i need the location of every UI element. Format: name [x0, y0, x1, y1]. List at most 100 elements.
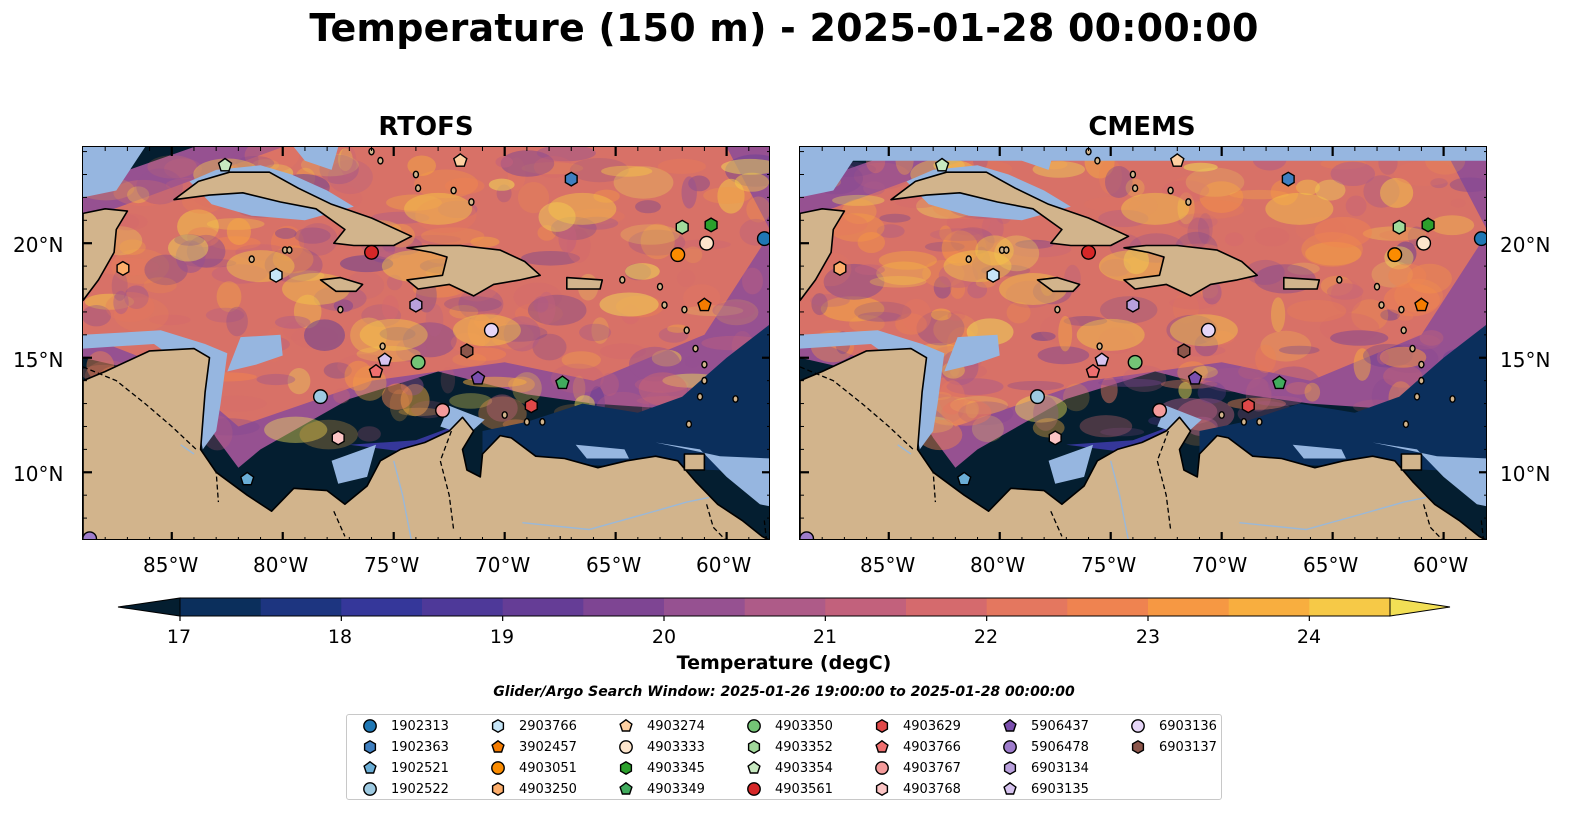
legend-label: 4903629: [903, 718, 961, 734]
float-marker-4903250-cmems: [833, 260, 847, 277]
lon-tick-70w-right: 70°W: [1192, 553, 1248, 577]
legend-item-4903766: 4903766: [873, 737, 961, 757]
legend-label: 6903137: [1159, 739, 1217, 755]
float-marker-4903767-cmems: [1152, 402, 1168, 418]
legend-marker-pentagon: [363, 760, 377, 774]
float-marker-4903354-cmems: [934, 157, 950, 172]
lon-tick-85w-right: 85°W: [860, 553, 916, 577]
lat-tick-20n-right: 20°N: [1500, 233, 1551, 257]
legend-item-1902522: 1902522: [361, 779, 449, 799]
legend-marker-hexagon: [747, 739, 761, 755]
lon-tick-65w-right: 65°W: [1303, 553, 1359, 577]
legend-label: 1902313: [391, 718, 449, 734]
lon-tick-80w-left: 80°W: [253, 553, 309, 577]
lon-tick-80w-right: 80°W: [970, 553, 1026, 577]
float-marker-4903274-cmems: [1169, 153, 1185, 167]
colorbar-segment: [744, 598, 826, 616]
float-marker-4903561-rtofs: [364, 244, 380, 260]
float-marker-4903333-rtofs: [699, 235, 715, 251]
colorbar-segment: [341, 598, 423, 616]
legend-label: 1902521: [391, 760, 449, 776]
colorbar-tick-18: 18: [327, 626, 353, 648]
panel-title-cmems: CMEMS: [1088, 112, 1196, 142]
colorbar-tick-22: 22: [973, 626, 999, 648]
float-marker-4903345-cmems: [1421, 217, 1435, 233]
island-hispaniola: [1123, 244, 1259, 297]
legend-item-5906478: 5906478: [1001, 737, 1089, 757]
legend-marker-pentagon: [619, 781, 633, 795]
legend-item-4903767: 4903767: [873, 758, 961, 778]
float-marker-4903274-rtofs: [452, 153, 468, 167]
colorbar-tick-17: 17: [166, 626, 192, 648]
float-marker-1902363-rtofs: [564, 171, 578, 187]
legend-label: 6903136: [1159, 718, 1217, 734]
legend-item-4903354: 4903354: [745, 758, 833, 778]
float-marker-5906437-rtofs: [470, 370, 486, 385]
colorbar-segment: [906, 598, 988, 616]
lon-tick-60w-right: 60°W: [1413, 553, 1469, 577]
lon-tick-75w-right: 75°W: [1081, 553, 1137, 577]
legend-item-1902363: 1902363: [361, 737, 449, 757]
float-marker-4903051-cmems: [1387, 247, 1403, 263]
legend-item-4903051: 4903051: [489, 758, 577, 778]
legend-marker-circle: [363, 719, 377, 733]
legend-marker-circle: [1131, 719, 1145, 733]
legend-label: 6903135: [1031, 781, 1089, 797]
float-marker-1902521-rtofs: [239, 471, 255, 486]
colorbar-segment: [1228, 598, 1310, 616]
legend-marker-pentagon: [491, 739, 505, 753]
float-marker-6903137-cmems: [1177, 343, 1191, 359]
float-marker-4903629-rtofs: [524, 398, 538, 414]
float-marker-3902457-rtofs: [697, 297, 712, 312]
legend-label: 1902363: [391, 739, 449, 755]
panel-title-rtofs: RTOFS: [378, 112, 474, 142]
float-marker-5906437-cmems: [1187, 370, 1203, 385]
legend-item-3902457: 3902457: [489, 737, 577, 757]
lat-tick-15n-left: 15°N: [13, 348, 64, 372]
legend-marker-pentagon: [747, 760, 761, 774]
legend-item-1902313: 1902313: [361, 716, 449, 736]
legend-label: 5906437: [1031, 718, 1089, 734]
lon-tick-75w-left: 75°W: [364, 553, 420, 577]
legend-label: 4903333: [647, 739, 705, 755]
legend-item-4903768: 4903768: [873, 779, 961, 799]
float-marker-4903354-rtofs: [217, 157, 233, 172]
colorbar-segment: [422, 598, 504, 616]
legend-marker-circle: [875, 761, 889, 775]
figure-title: Temperature (150 m) - 2025-01-28 00:00:0…: [309, 6, 1259, 50]
legend-item-1902521: 1902521: [361, 758, 449, 778]
legend-marker-hexagon: [875, 718, 889, 734]
float-marker-6903134-cmems: [1126, 297, 1140, 313]
float-marker-6903136-rtofs: [483, 322, 499, 338]
float-marker-1902313-rtofs: [756, 231, 769, 247]
float-marker-4903349-rtofs: [555, 375, 570, 390]
legend-item-6903136: 6903136: [1129, 716, 1217, 736]
legend-label: 4903766: [903, 739, 961, 755]
legend-label: 5906478: [1031, 739, 1089, 755]
island-cuba: [173, 171, 413, 247]
float-marker-1902522-cmems: [1029, 389, 1045, 405]
legend-item-6903134: 6903134: [1001, 758, 1089, 778]
legend-item-5906437: 5906437: [1001, 716, 1089, 736]
legend-label: 4903051: [519, 760, 577, 776]
lat-tick-10n-right: 10°N: [1500, 462, 1551, 486]
colorbar-segment: [583, 598, 665, 616]
legend-item-4903350: 4903350: [745, 716, 833, 736]
colorbar-tick-20: 20: [651, 626, 677, 648]
legend-marker-circle: [491, 761, 505, 775]
legend-label: 3902457: [519, 739, 577, 755]
island-puerto-rico: [565, 276, 604, 290]
legend-marker-pentagon: [875, 739, 889, 753]
float-marker-1902363-cmems: [1281, 171, 1295, 187]
legend-label: 4903345: [647, 760, 705, 776]
float-marker-6903137-rtofs: [460, 343, 474, 359]
legend-label: 6903134: [1031, 760, 1089, 776]
float-marker-4903350-cmems: [1127, 354, 1143, 370]
legend-label: 4903250: [519, 781, 577, 797]
legend-item-4903349: 4903349: [617, 779, 705, 799]
island-jamaica: [319, 276, 364, 293]
lat-tick-15n-right: 15°N: [1500, 348, 1551, 372]
colorbar-segment: [1309, 598, 1391, 616]
legend-item-2903766: 2903766: [489, 716, 577, 736]
island-trinidad: [683, 453, 706, 471]
